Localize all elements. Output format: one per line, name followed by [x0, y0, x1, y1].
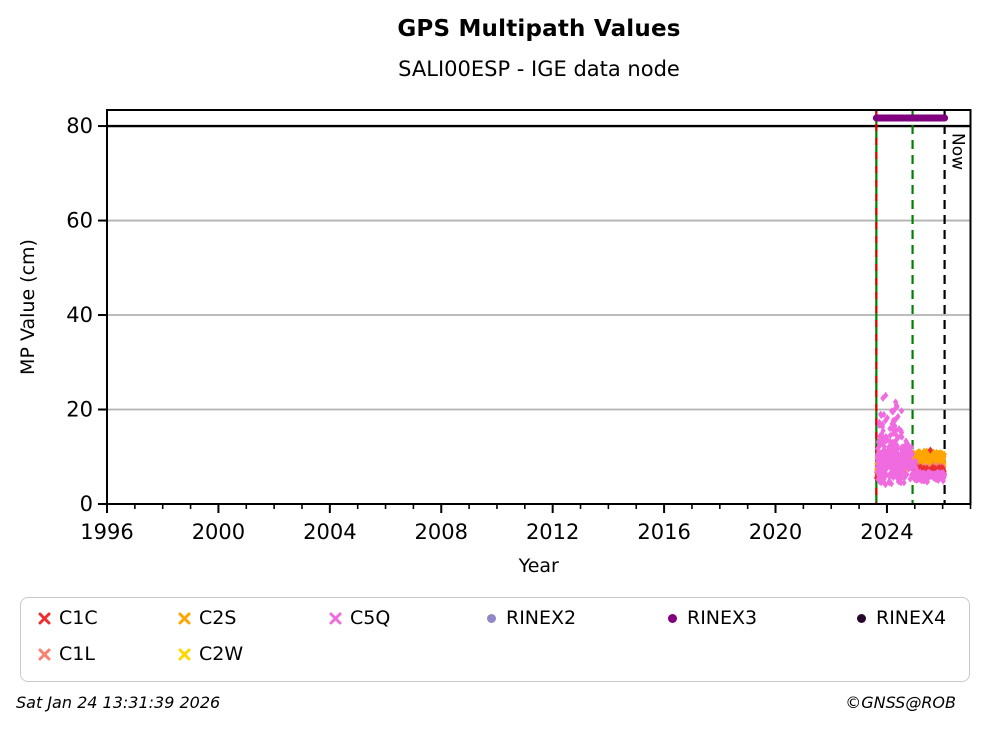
legend-item-C5Q: C5Q	[328, 606, 390, 630]
legend-item-C1C: C1C	[37, 606, 98, 630]
x-axis-label: Year	[518, 555, 559, 577]
copyright-label: ©GNSS@ROB	[845, 693, 956, 712]
x-tick-label: 1996	[80, 520, 133, 544]
circle-marker-icon	[857, 613, 866, 623]
legend-item-RINEX3: RINEX3	[665, 606, 757, 630]
multipath-chart: Now 1996 2000 2004 2008 2012 2016 2020 2024 0 20 40…	[17, 109, 972, 577]
legend-item-C1L: C1L	[37, 642, 95, 666]
y-tick-label: 80	[66, 114, 93, 138]
x-marker-icon	[38, 612, 51, 624]
legend-label: C2S	[199, 607, 237, 629]
circle-marker-icon	[668, 613, 677, 623]
series-C5Q-points	[874, 391, 947, 489]
plot-border	[106, 109, 972, 505]
y-axis-label: MP Value (cm)	[17, 239, 39, 375]
page-title: GPS Multipath Values	[397, 16, 681, 42]
y-tick-label: 0	[80, 492, 93, 516]
x-marker-icon	[178, 612, 191, 624]
y-tick-label: 20	[66, 398, 93, 422]
legend-item-RINEX4: RINEX4	[854, 606, 946, 630]
x-tick-label: 2004	[303, 520, 356, 544]
legend-label: C2W	[199, 643, 244, 665]
legend-item-C2W: C2W	[177, 642, 243, 666]
page-subtitle: SALI00ESP - IGE data node	[398, 57, 680, 81]
legend-item-C2S: C2S	[177, 606, 236, 630]
legend-item-RINEX2: RINEX2	[484, 606, 576, 630]
legend-label: RINEX4	[876, 607, 947, 629]
x-tick-label: 2012	[526, 520, 579, 544]
legend-label: RINEX2	[506, 607, 577, 629]
x-marker-icon	[178, 648, 191, 660]
x-tick-label: 2008	[415, 520, 468, 544]
x-marker-icon	[329, 612, 342, 624]
plot-timestamp: Sat Jan 24 13:31:39 2026	[16, 693, 221, 712]
x-tick-label: 2016	[637, 520, 690, 544]
circle-marker-icon	[487, 613, 496, 623]
legend-label: C5Q	[350, 607, 391, 629]
y-tick-label: 40	[66, 303, 93, 327]
x-marker-icon	[38, 648, 51, 660]
now-label: Now	[948, 133, 968, 170]
legend-label: C1L	[59, 643, 95, 665]
legend-label: C1C	[59, 607, 98, 629]
x-tick-label: 2024	[860, 520, 913, 544]
chart-legend: C1C C2S C5Q RINEX2 RINEX3 RINEX4 C1L C2W	[20, 597, 970, 682]
legend-label: RINEX3	[687, 607, 758, 629]
y-tick-label: 60	[66, 209, 93, 233]
x-tick-label: 2020	[749, 520, 802, 544]
x-tick-label: 2000	[192, 520, 245, 544]
